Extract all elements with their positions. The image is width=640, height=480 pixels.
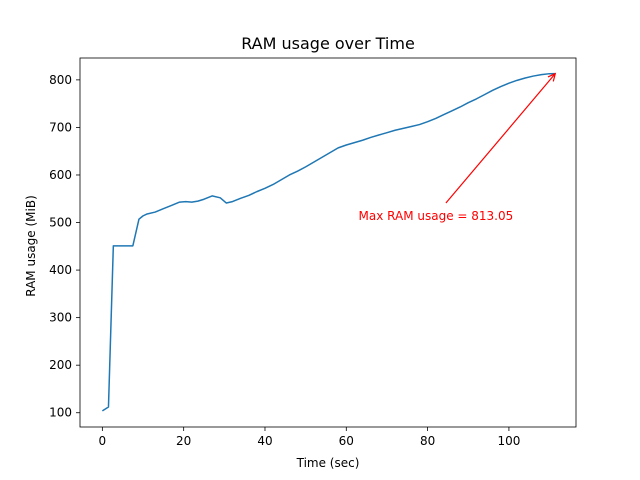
y-tick-label-200: 200 <box>49 358 72 372</box>
x-tick-label-60: 60 <box>339 434 354 448</box>
y-axis-label: RAM usage (MiB) <box>24 195 38 297</box>
x-tick-label-80: 80 <box>420 434 435 448</box>
plot-area: 0 20 40 60 80 100 100 200 300 400 500 600 700 800 Max … <box>49 57 577 448</box>
y-tick-label-700: 700 <box>49 120 72 134</box>
annotation-arrow-head <box>547 72 557 82</box>
chart-title: RAM usage over Time <box>241 34 415 53</box>
y-tick-label-300: 300 <box>49 311 72 325</box>
axes-frame <box>79 57 577 428</box>
x-axis-label: Time (sec) <box>296 456 360 470</box>
y-tick-label-400: 400 <box>49 263 72 277</box>
x-tick-label-20: 20 <box>176 434 191 448</box>
x-tick-label-0: 0 <box>99 434 107 448</box>
x-tick-label-100: 100 <box>497 434 520 448</box>
y-tick-label-500: 500 <box>49 216 72 230</box>
annotation-arrow-line <box>445 73 556 204</box>
x-tick-label-40: 40 <box>257 434 272 448</box>
series-line-0 <box>101 72 556 412</box>
annotation-text: Max RAM usage = 813.05 <box>359 209 514 223</box>
y-tick-label-100: 100 <box>49 406 72 420</box>
y-tick-label-800: 800 <box>49 73 72 87</box>
y-tick-label-600: 600 <box>49 168 72 182</box>
